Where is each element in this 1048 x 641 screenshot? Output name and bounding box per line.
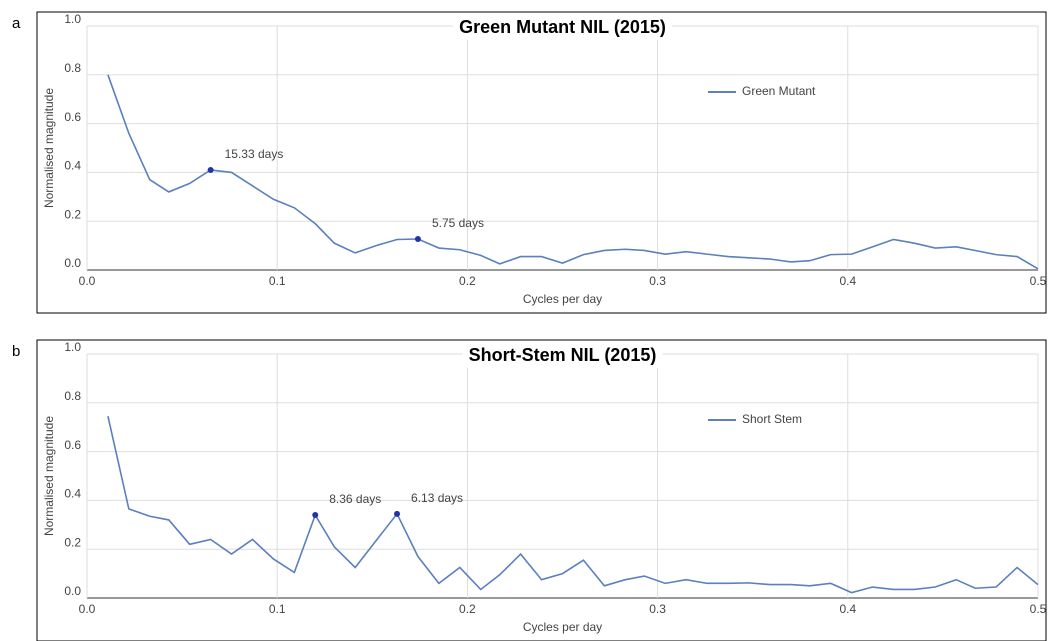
y-axis-label: Normalised magnitude bbox=[42, 88, 56, 208]
x-tick-label: 0.2 bbox=[459, 274, 476, 288]
x-tick-label: 0.0 bbox=[79, 602, 96, 616]
y-tick-label: 0.4 bbox=[64, 487, 81, 501]
x-tick-label: 0.0 bbox=[79, 274, 96, 288]
panel-frame bbox=[36, 339, 1047, 641]
panel: a 0.0 0.2 0.4 0.6 0.8 1.0 0.0 0.1 0.2 0.3 0.4 0.5 Cyc… bbox=[12, 11, 1047, 314]
y-axis-label: Normalised magnitude bbox=[42, 416, 56, 536]
x-tick-label: 0.1 bbox=[269, 274, 286, 288]
y-tick-label: 0.8 bbox=[64, 389, 81, 403]
chart-title: Green Mutant NIL (2015) bbox=[459, 17, 666, 37]
annotation-point bbox=[207, 166, 214, 173]
y-tick-label: 0.2 bbox=[64, 207, 81, 221]
y-tick-label: 0.4 bbox=[64, 159, 81, 173]
panel-label: a bbox=[12, 15, 21, 32]
data-line bbox=[107, 74, 1039, 270]
y-tick-label: 0.0 bbox=[64, 584, 81, 598]
annotation-point bbox=[414, 236, 421, 243]
x-tick-label: 0.4 bbox=[839, 274, 856, 288]
chart-title: Short-Stem NIL (2015) bbox=[469, 345, 657, 365]
title-background bbox=[462, 342, 663, 368]
x-tick-label: 0.5 bbox=[1030, 274, 1047, 288]
x-tick-label: 0.1 bbox=[269, 602, 286, 616]
x-tick-label: 0.4 bbox=[839, 602, 856, 616]
y-tick-label: 0.6 bbox=[64, 438, 81, 452]
x-tick-label: 0.2 bbox=[459, 602, 476, 616]
y-tick-label: 0.0 bbox=[64, 256, 81, 270]
panel-label: b bbox=[12, 343, 20, 360]
panel-frame bbox=[36, 11, 1047, 314]
x-tick-label: 0.3 bbox=[649, 274, 666, 288]
x-axis-label: Cycles per day bbox=[523, 292, 602, 306]
x-axis-label: Cycles per day bbox=[523, 620, 602, 634]
legend-label: Green Mutant bbox=[742, 84, 816, 98]
annotation-point bbox=[394, 510, 401, 517]
annotation-label: 15.33 days bbox=[225, 147, 284, 161]
x-tick-label: 0.5 bbox=[1030, 602, 1047, 616]
x-tick-label: 0.3 bbox=[649, 602, 666, 616]
data-line bbox=[107, 416, 1039, 594]
y-tick-label: 1.0 bbox=[64, 340, 81, 354]
y-tick-label: 0.2 bbox=[64, 535, 81, 549]
y-tick-label: 0.6 bbox=[64, 110, 81, 124]
title-background bbox=[453, 14, 672, 40]
annotation-point bbox=[312, 512, 319, 519]
annotation-label: 8.36 days bbox=[329, 492, 381, 506]
legend-label: Short Stem bbox=[742, 412, 802, 426]
y-tick-label: 1.0 bbox=[64, 12, 81, 26]
annotation-label: 6.13 days bbox=[411, 491, 463, 505]
y-tick-label: 0.8 bbox=[64, 61, 81, 75]
panel: b 0.0 0.2 0.4 0.6 0.8 1.0 0.0 0.1 0.2 0.3 0.4 0.5 Cyc… bbox=[12, 339, 1047, 641]
annotation-label: 5.75 days bbox=[432, 216, 484, 230]
